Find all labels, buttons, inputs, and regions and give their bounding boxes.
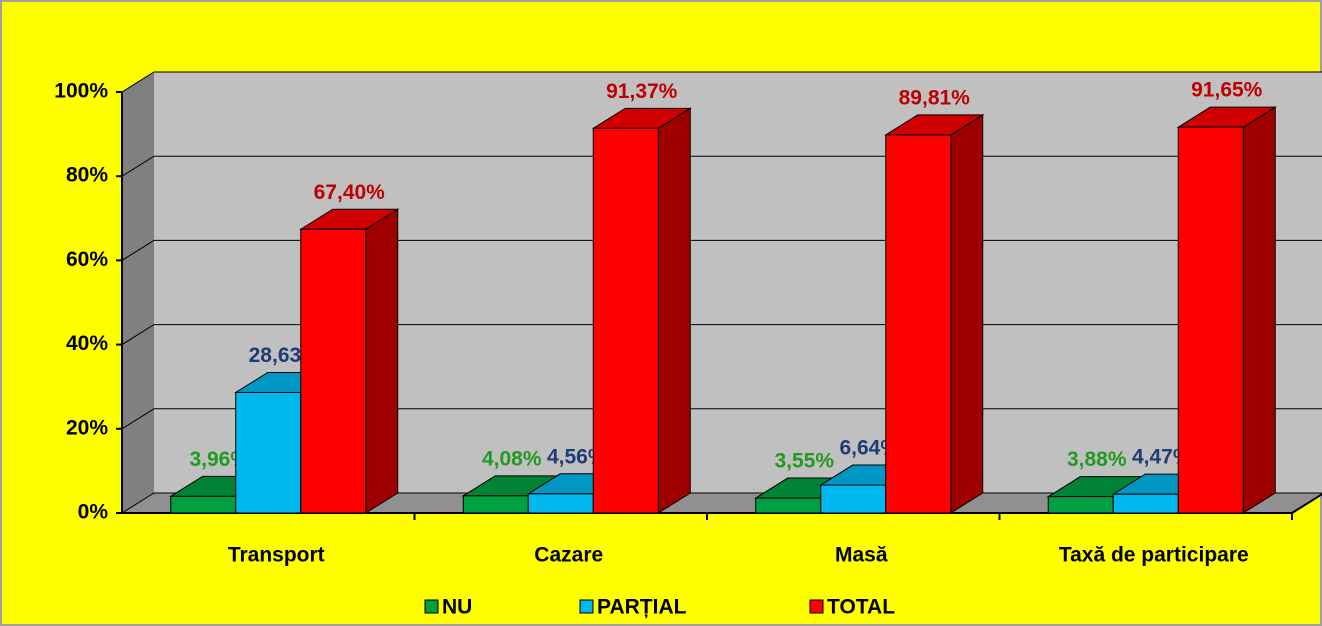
bar — [462, 495, 529, 514]
y-tick-label: 0% — [78, 501, 109, 524]
bar — [300, 228, 367, 514]
x-tick-label: Transport — [228, 544, 325, 567]
bar — [235, 391, 302, 514]
bar — [1112, 493, 1179, 514]
bar — [592, 127, 659, 514]
bar — [1047, 496, 1114, 514]
y-tick-label: 60% — [66, 248, 108, 271]
y-tick-label: 20% — [66, 416, 108, 439]
value-label: 3,88% — [1067, 448, 1127, 471]
value-label: 89,81% — [899, 86, 971, 109]
legend-swatch — [424, 599, 439, 614]
legend-swatch — [579, 599, 594, 614]
y-tick-label: 40% — [66, 332, 108, 355]
bar — [820, 484, 887, 514]
legend-label: TOTAL — [827, 596, 895, 619]
legend-label: NU — [442, 596, 472, 619]
bar-side — [365, 208, 399, 514]
value-label: 4,56% — [547, 445, 607, 468]
bar — [1177, 126, 1244, 514]
bar — [755, 497, 822, 514]
grid-line — [121, 71, 1322, 93]
value-label: 3,96% — [189, 448, 249, 471]
y-tick-label: 100% — [54, 80, 108, 103]
value-label: 67,40% — [314, 181, 386, 204]
value-label: 4,47% — [1132, 446, 1192, 469]
y-tick-label: 80% — [66, 164, 108, 187]
value-label: 3,55% — [774, 450, 834, 473]
bar — [527, 493, 594, 514]
value-label: 4,08% — [482, 447, 542, 470]
legend-swatch — [809, 599, 824, 614]
value-label: 91,37% — [606, 80, 678, 103]
value-label: 91,65% — [1191, 79, 1263, 102]
bar — [885, 134, 952, 514]
bar — [170, 495, 237, 514]
bar-side — [657, 107, 691, 514]
x-tick-label: Masă — [835, 544, 888, 567]
floor — [122, 493, 1322, 513]
value-label: 6,64% — [839, 437, 899, 460]
legend-label: PARȚIAL — [597, 596, 687, 619]
x-tick-label: Cazare — [534, 544, 603, 567]
back-wall — [154, 72, 1322, 493]
x-tick-label: Taxă de participare — [1059, 544, 1249, 567]
bar-side — [1242, 106, 1276, 514]
bar-side — [950, 113, 984, 514]
x-axis-depth — [1291, 493, 1322, 514]
side-wall — [122, 72, 154, 513]
